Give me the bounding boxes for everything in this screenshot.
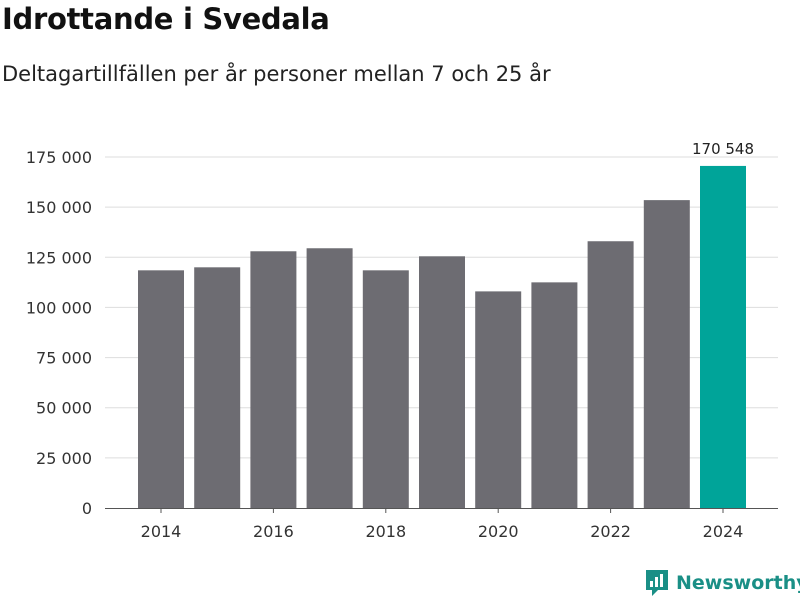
brand-logo: Newsworthy	[644, 568, 800, 598]
x-tick-label: 2020	[478, 522, 519, 541]
y-tick-label: 125 000	[26, 248, 92, 267]
bar-2019	[419, 256, 465, 508]
y-tick-label: 25 000	[36, 449, 92, 468]
x-tick-label: 2016	[253, 522, 294, 541]
y-tick-label: 175 000	[26, 148, 92, 167]
chart-title: Idrottande i Svedala	[2, 2, 330, 36]
y-tick-label: 0	[82, 499, 92, 518]
y-tick-label: 150 000	[26, 198, 92, 217]
chart-subtitle: Deltagartillfällen per år personer mella…	[2, 62, 551, 86]
data-label: 170 548	[692, 140, 754, 158]
x-tick-label: 2018	[365, 522, 406, 541]
y-tick-label: 75 000	[36, 349, 92, 368]
bar-2018	[362, 270, 409, 508]
y-tick-label: 50 000	[36, 399, 92, 418]
bar-2016	[250, 251, 297, 509]
x-tick-label: 2014	[141, 522, 182, 541]
bar-2021	[531, 282, 578, 508]
bar-2017	[306, 248, 353, 508]
bar-2015	[194, 267, 241, 508]
bar-2024	[700, 165, 746, 508]
y-tick-label: 100 000	[26, 298, 92, 317]
bar-2023	[643, 200, 690, 508]
brand-name: Newsworthy	[676, 572, 800, 594]
bar-2020	[475, 291, 522, 508]
x-tick-label: 2024	[703, 522, 744, 541]
x-tick-label: 2022	[590, 522, 631, 541]
bar-2014	[138, 270, 184, 508]
bar-2022	[587, 241, 634, 509]
newsworthy-logo-icon	[646, 570, 668, 596]
